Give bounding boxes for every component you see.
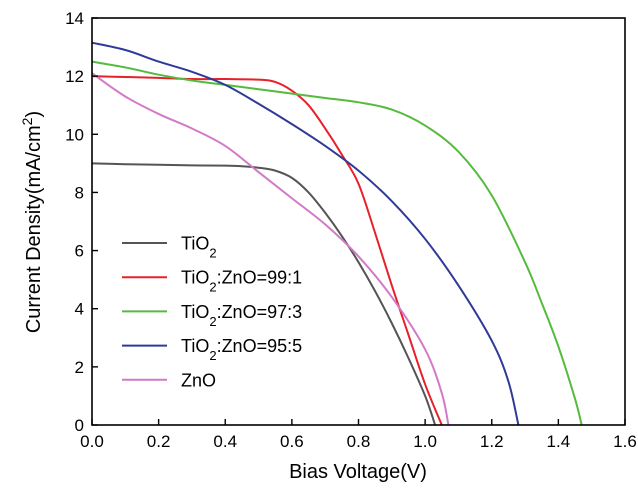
legend-entry-subscript: 2 (209, 313, 216, 328)
legend-entry-1: TiO2:ZnO=99:1 (181, 268, 302, 295)
legend-entry-main: TiO (181, 268, 209, 288)
y-tick-label: 12 (65, 67, 84, 86)
legend-entry-rest: :ZnO=99:1 (217, 268, 303, 288)
legend-entry-main: TiO (181, 234, 209, 254)
x-tick-label: 1.2 (480, 432, 504, 451)
x-tick-label: 1.0 (413, 432, 437, 451)
legend-entry-3: TiO2:ZnO=95:5 (181, 336, 302, 363)
y-tick-label: 8 (75, 183, 84, 202)
x-tick-label: 0.6 (280, 432, 304, 451)
legend-entry-main: ZnO (181, 370, 216, 390)
x-tick-label: 0.0 (80, 432, 104, 451)
series-line-0 (91, 162, 437, 426)
series-line-4 (91, 72, 450, 426)
y-tick-label: 2 (75, 358, 84, 377)
x-tick-label: 0.2 (147, 432, 171, 451)
legend-entry-main: TiO (181, 336, 209, 356)
legend: TiO2TiO2:ZnO=99:1TiO2:ZnO=97:3TiO2:ZnO=9… (122, 234, 302, 390)
legend-entry-2: TiO2:ZnO=97:3 (181, 302, 302, 329)
y-tick-label: 0 (75, 416, 84, 435)
legend-entry-4: ZnO (181, 370, 216, 390)
y-tick-label: 6 (75, 242, 84, 261)
x-tick-label: 1.6 (613, 432, 637, 451)
x-axis-label: Bias Voltage(V) (289, 461, 427, 483)
series-line-3 (91, 41, 520, 426)
legend-entry-rest: :ZnO=97:3 (217, 302, 303, 322)
legend-entry-subscript: 2 (209, 245, 216, 260)
x-axis: 0.0 0.2 0.4 0.6 0.8 1.0 1.2 1.4 1.6 (80, 419, 637, 451)
x-tick-label: 0.8 (347, 432, 371, 451)
y-axis-label-main: Current Density(mA/cm (23, 125, 45, 333)
y-axis: 0 2 4 6 8 10 12 14 (65, 9, 98, 435)
y-tick-label: 10 (65, 125, 84, 144)
legend-entry-rest: :ZnO=95:5 (217, 336, 303, 356)
x-tick-label: 1.4 (547, 432, 571, 451)
legend-entry-subscript: 2 (209, 348, 216, 363)
y-axis-label-close: ) (23, 111, 45, 118)
legend-entry-main: TiO (181, 302, 209, 322)
series-line-2 (91, 60, 583, 426)
y-axis-label: Current Density(mA/cm2) (19, 111, 45, 333)
legend-entry-subscript: 2 (209, 279, 216, 294)
series-layer (91, 41, 583, 426)
y-tick-label: 4 (75, 300, 84, 319)
legend-entry-0: TiO2 (181, 234, 217, 261)
y-axis-label-superscript: 2 (19, 117, 35, 125)
x-tick-label: 0.4 (213, 432, 237, 451)
y-tick-label: 14 (65, 9, 84, 28)
